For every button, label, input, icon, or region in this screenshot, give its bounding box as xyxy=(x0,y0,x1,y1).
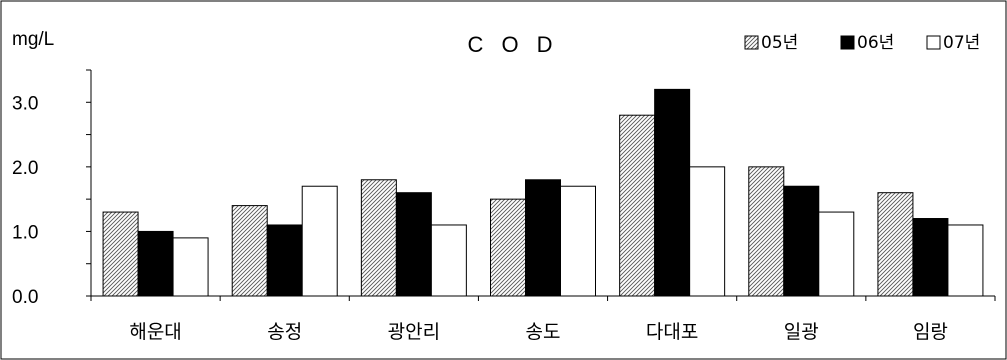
bars xyxy=(102,88,984,297)
bar xyxy=(395,192,432,297)
x-category-label: 일광 xyxy=(784,321,819,343)
bar xyxy=(231,205,268,297)
x-category-label: 임랑 xyxy=(913,321,948,343)
legend-label: 06년 xyxy=(857,33,894,53)
bar xyxy=(490,198,526,297)
bar xyxy=(360,179,397,297)
legend-swatch xyxy=(840,35,855,50)
y-tick-label: 0.0 xyxy=(12,287,38,308)
bar xyxy=(266,224,303,297)
bar xyxy=(560,185,596,297)
x-category-label: 다대포 xyxy=(646,321,698,343)
y-ticks: 0.0 1.0 2.0 3.0 xyxy=(12,69,91,308)
bar xyxy=(102,211,139,297)
bar xyxy=(818,211,855,297)
bar xyxy=(877,192,914,297)
bar xyxy=(172,237,209,297)
bar xyxy=(654,88,691,297)
legend: 05년 06년 07년 xyxy=(744,33,980,53)
legend-label: 07년 xyxy=(943,33,980,53)
bar xyxy=(783,185,820,297)
bar xyxy=(525,179,561,297)
legend-swatch xyxy=(926,35,941,50)
y-tick-label: 2.0 xyxy=(12,158,38,179)
x-category-label: 송정 xyxy=(267,321,302,343)
bar xyxy=(748,166,785,297)
y-tick-label: 3.0 xyxy=(12,93,38,114)
x-category-labels: 해운대 송정 광안리 송도 다대포 일광 임랑 xyxy=(129,321,948,343)
bar xyxy=(689,166,726,297)
x-category-label: 해운대 xyxy=(129,321,181,343)
bar xyxy=(947,224,984,297)
x-category-label: 광안리 xyxy=(388,321,440,343)
bar xyxy=(137,230,174,297)
bar xyxy=(430,224,467,297)
y-tick-label: 1.0 xyxy=(12,222,38,243)
bar xyxy=(301,185,338,297)
x-category-label: 송도 xyxy=(526,321,561,343)
y-axis-unit: mg/L xyxy=(12,29,54,50)
chart-title: C O D xyxy=(467,32,558,57)
legend-swatch xyxy=(744,35,759,50)
bar xyxy=(912,218,949,297)
bar xyxy=(619,114,656,297)
legend-label: 05년 xyxy=(761,33,798,53)
